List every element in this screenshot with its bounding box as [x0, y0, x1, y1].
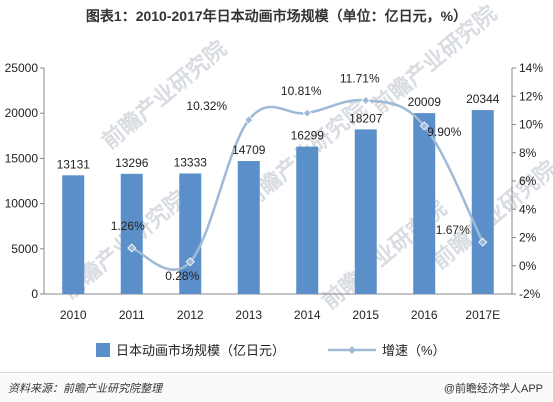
bar — [238, 161, 260, 294]
growth-value-label: 1.67% — [436, 223, 470, 237]
growth-value-label: 1.26% — [111, 219, 145, 233]
right-tick-label: 6% — [519, 174, 537, 188]
left-tick-label: 20000 — [5, 106, 39, 120]
bar-value-label: 13131 — [57, 157, 91, 171]
growth-value-label: 0.28% — [165, 269, 199, 283]
bar-value-label: 20009 — [408, 95, 442, 109]
bar — [62, 175, 84, 294]
bar-value-label: 13333 — [174, 155, 208, 169]
growth-value-label: 9.90% — [427, 125, 461, 139]
source-text: 资料来源：前瞻产业研究院整理 — [8, 380, 162, 396]
left-tick-label: 15000 — [5, 151, 39, 165]
growth-value-label: 10.32% — [186, 99, 227, 113]
right-tick-label: 4% — [519, 202, 537, 216]
bar-value-label: 20344 — [466, 92, 500, 106]
right-tick-label: 10% — [519, 118, 543, 132]
footer: 资料来源：前瞻产业研究院整理 @前瞻经济学人APP — [0, 372, 553, 402]
growth-value-label: 11.71% — [340, 71, 380, 85]
x-tick-label: 2010 — [60, 308, 87, 322]
right-tick-label: 12% — [519, 89, 543, 103]
right-tick-label: 8% — [519, 146, 537, 160]
legend: 日本动画市场规模（亿日元） 增速（%） — [96, 343, 446, 358]
bar — [472, 110, 494, 294]
x-tick-label: 2015 — [352, 308, 379, 322]
legend-line-label: 增速（%） — [382, 343, 446, 358]
right-tick-label: 0% — [519, 259, 537, 273]
bar-value-label: 13296 — [115, 156, 149, 170]
growth-point — [303, 109, 311, 117]
right-tick-label: -2% — [519, 287, 541, 301]
bar — [121, 174, 143, 294]
x-tick-label: 2013 — [235, 308, 262, 322]
x-tick-label: 2016 — [411, 308, 438, 322]
legend-bar-label: 日本动画市场规模（亿日元） — [116, 343, 285, 358]
bar-value-label: 14709 — [232, 143, 266, 157]
x-tick-label: 2014 — [294, 308, 321, 322]
left-tick-label: 0 — [31, 287, 38, 301]
x-tick-label: 2017E — [465, 308, 500, 322]
legend-bar-swatch — [96, 343, 110, 357]
bar — [296, 147, 318, 294]
growth-value-label: 10.81% — [281, 84, 322, 98]
x-tick-label: 2011 — [119, 308, 145, 322]
right-tick-label: 2% — [519, 231, 537, 245]
chart: 前瞻产业研究院前瞻产业研究院前瞻产业研究院前瞻产业研究院前瞻产业研究院前瞻产业研… — [0, 0, 553, 372]
right-tick-label: 14% — [519, 61, 543, 75]
bar-value-label: 18207 — [349, 111, 383, 125]
bar — [413, 113, 435, 294]
left-tick-label: 10000 — [5, 197, 39, 211]
x-tick-label: 2012 — [177, 308, 204, 322]
watermark-text: 前瞻产业研究院 — [97, 36, 231, 154]
left-tick-label: 25000 — [5, 61, 39, 75]
left-tick-label: 5000 — [11, 242, 38, 256]
brand-text: @前瞻经济学人APP — [444, 380, 543, 396]
legend-line-marker — [348, 346, 356, 354]
bar-value-label: 16299 — [291, 129, 325, 143]
bar — [355, 129, 377, 294]
